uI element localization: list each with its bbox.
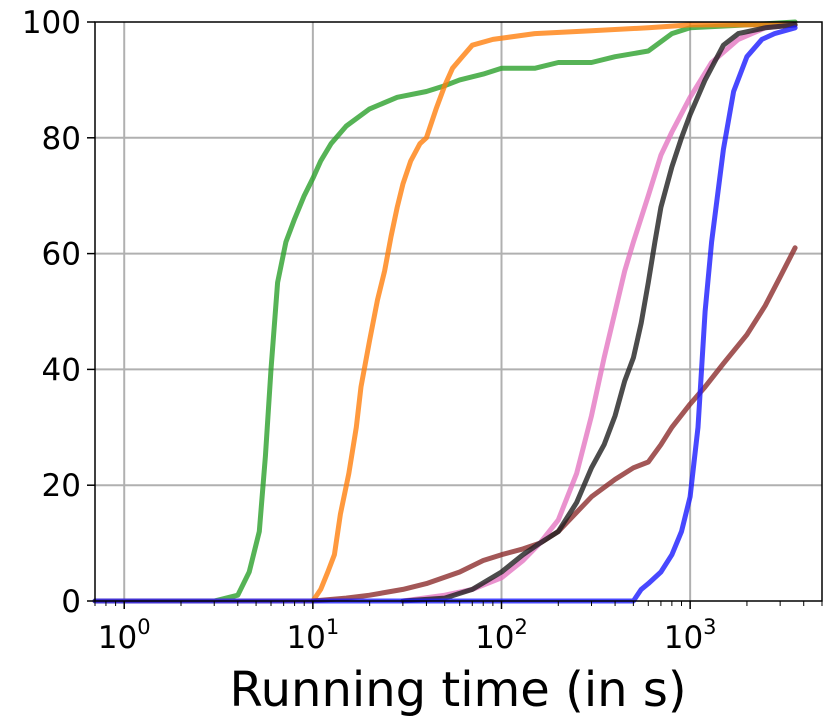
x-tick-label: 103 [664, 615, 717, 656]
grid-lines [95, 22, 822, 601]
y-tick-labels: 0 20 40 60 80 100 [22, 5, 81, 620]
y-tick-label: 100 [22, 5, 81, 41]
y-tick-label: 0 [61, 584, 81, 620]
series-line-1 [92, 19, 798, 604]
x-tick-label: 101 [286, 615, 339, 656]
series-line-2 [92, 22, 798, 604]
series-group [92, 19, 798, 604]
y-tick-label: 80 [42, 121, 81, 157]
series-line-5 [400, 22, 798, 604]
plot-frame [94, 21, 823, 602]
x-tick-labels: 100 101 102 103 [98, 615, 717, 656]
series-line-3 [310, 245, 798, 604]
x-tick-label: 100 [98, 615, 151, 656]
y-tick-label: 60 [42, 237, 81, 273]
series-line-4 [400, 22, 798, 604]
y-tick-label: 20 [42, 468, 81, 504]
x-axis-title: Running time (in s) [229, 662, 686, 718]
axis-ticks [87, 21, 823, 609]
series-line-6 [92, 25, 798, 604]
y-tick-label: 40 [42, 352, 81, 388]
x-tick-label: 102 [475, 615, 528, 656]
